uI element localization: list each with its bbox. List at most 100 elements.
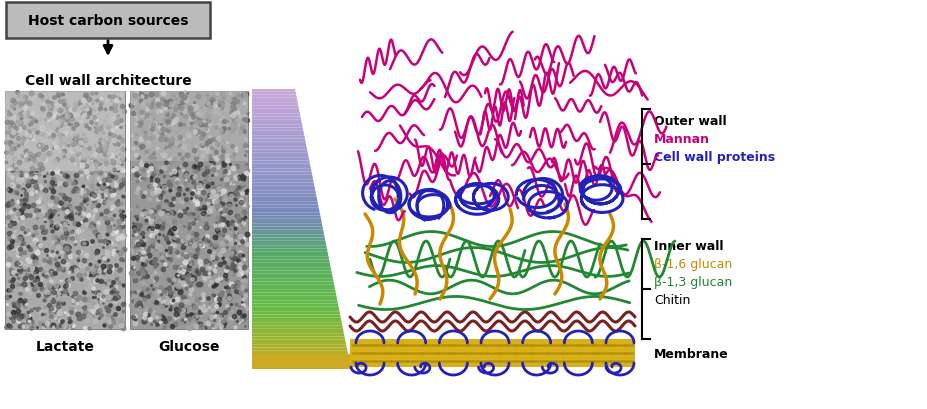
Polygon shape bbox=[252, 213, 320, 216]
Polygon shape bbox=[252, 90, 295, 92]
Polygon shape bbox=[252, 301, 337, 304]
Polygon shape bbox=[252, 166, 311, 169]
Polygon shape bbox=[252, 306, 338, 309]
Polygon shape bbox=[252, 197, 317, 200]
Polygon shape bbox=[252, 189, 315, 191]
Polygon shape bbox=[252, 95, 297, 98]
Polygon shape bbox=[252, 211, 320, 213]
Text: Chitin: Chitin bbox=[654, 293, 690, 306]
Polygon shape bbox=[252, 150, 308, 153]
Polygon shape bbox=[252, 224, 323, 227]
Polygon shape bbox=[252, 112, 299, 115]
Polygon shape bbox=[252, 279, 333, 282]
Polygon shape bbox=[252, 337, 345, 339]
Text: Membrane: Membrane bbox=[654, 347, 728, 360]
Bar bbox=[349, 55, 634, 409]
Polygon shape bbox=[252, 309, 339, 312]
Polygon shape bbox=[252, 137, 305, 139]
Polygon shape bbox=[252, 271, 332, 274]
Text: β-1,6 glucan: β-1,6 glucan bbox=[654, 257, 731, 270]
Polygon shape bbox=[252, 290, 336, 293]
Polygon shape bbox=[252, 98, 297, 101]
Polygon shape bbox=[252, 115, 300, 117]
Polygon shape bbox=[252, 298, 337, 301]
Polygon shape bbox=[252, 331, 344, 334]
Polygon shape bbox=[252, 232, 324, 235]
Text: Host carbon sources: Host carbon sources bbox=[28, 14, 188, 28]
Polygon shape bbox=[252, 268, 331, 271]
Polygon shape bbox=[252, 186, 314, 189]
Polygon shape bbox=[252, 169, 311, 172]
Polygon shape bbox=[252, 208, 319, 211]
Polygon shape bbox=[252, 282, 334, 285]
Polygon shape bbox=[252, 155, 309, 158]
Polygon shape bbox=[252, 285, 335, 287]
Polygon shape bbox=[252, 221, 322, 224]
Polygon shape bbox=[252, 230, 324, 232]
Polygon shape bbox=[252, 175, 312, 178]
Polygon shape bbox=[252, 117, 300, 120]
Text: Cell wall proteins: Cell wall proteins bbox=[654, 151, 774, 164]
Polygon shape bbox=[252, 243, 326, 246]
Polygon shape bbox=[252, 120, 301, 123]
Polygon shape bbox=[252, 274, 332, 276]
Polygon shape bbox=[252, 216, 321, 219]
Polygon shape bbox=[252, 257, 329, 260]
Polygon shape bbox=[252, 123, 302, 126]
Polygon shape bbox=[252, 235, 324, 238]
Polygon shape bbox=[252, 134, 304, 137]
Polygon shape bbox=[252, 109, 299, 112]
Polygon shape bbox=[252, 128, 303, 131]
Polygon shape bbox=[252, 142, 306, 145]
Polygon shape bbox=[252, 191, 315, 194]
Text: Cell wall architecture: Cell wall architecture bbox=[25, 74, 191, 88]
Polygon shape bbox=[252, 164, 310, 166]
Polygon shape bbox=[252, 183, 314, 186]
Polygon shape bbox=[252, 254, 328, 257]
Polygon shape bbox=[252, 326, 342, 328]
Polygon shape bbox=[252, 101, 298, 103]
Polygon shape bbox=[252, 92, 296, 95]
Polygon shape bbox=[252, 351, 348, 353]
Bar bbox=[130, 92, 248, 329]
Polygon shape bbox=[252, 219, 321, 221]
Bar bbox=[5, 92, 125, 329]
Polygon shape bbox=[252, 260, 329, 263]
Polygon shape bbox=[252, 153, 308, 155]
Bar bbox=[252, 354, 349, 369]
FancyBboxPatch shape bbox=[6, 3, 210, 39]
Text: Outer wall: Outer wall bbox=[654, 115, 726, 128]
Polygon shape bbox=[252, 161, 310, 164]
Polygon shape bbox=[252, 147, 307, 150]
Text: Lactate: Lactate bbox=[35, 339, 95, 353]
Polygon shape bbox=[252, 194, 316, 197]
Text: Mannan: Mannan bbox=[654, 133, 709, 146]
Polygon shape bbox=[252, 345, 347, 348]
Polygon shape bbox=[252, 145, 306, 147]
Text: Inner wall: Inner wall bbox=[654, 239, 723, 252]
Polygon shape bbox=[252, 246, 326, 249]
Polygon shape bbox=[252, 240, 325, 243]
Polygon shape bbox=[252, 287, 335, 290]
Polygon shape bbox=[252, 317, 341, 320]
Polygon shape bbox=[252, 265, 330, 268]
Polygon shape bbox=[252, 348, 347, 351]
Polygon shape bbox=[252, 106, 298, 109]
Polygon shape bbox=[252, 293, 336, 296]
Polygon shape bbox=[252, 320, 341, 323]
Polygon shape bbox=[252, 356, 349, 359]
Polygon shape bbox=[252, 205, 318, 208]
Polygon shape bbox=[252, 202, 318, 205]
Polygon shape bbox=[252, 172, 311, 175]
Text: β-1,3 glucan: β-1,3 glucan bbox=[654, 275, 731, 288]
Polygon shape bbox=[252, 362, 349, 364]
Bar bbox=[130, 92, 248, 162]
Polygon shape bbox=[252, 238, 324, 240]
Polygon shape bbox=[252, 249, 327, 252]
Polygon shape bbox=[252, 139, 305, 142]
Polygon shape bbox=[252, 296, 337, 298]
Polygon shape bbox=[252, 180, 313, 183]
Polygon shape bbox=[252, 227, 323, 230]
Polygon shape bbox=[252, 328, 343, 331]
Polygon shape bbox=[252, 178, 312, 180]
